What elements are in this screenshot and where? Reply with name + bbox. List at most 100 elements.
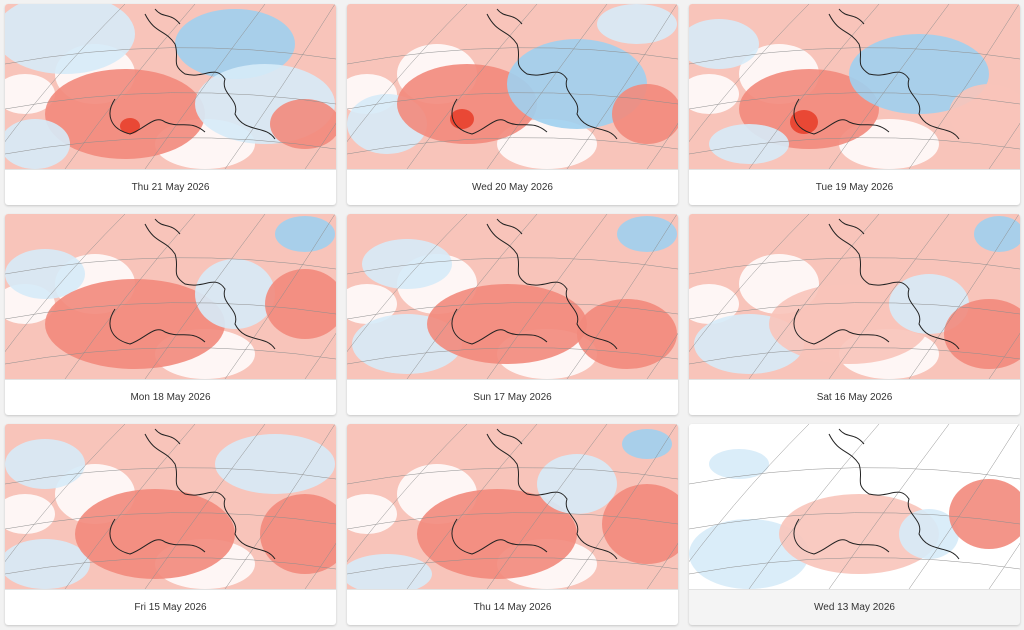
anomaly-region <box>450 109 474 129</box>
anomaly-region <box>215 434 335 494</box>
anomaly-map <box>5 424 336 589</box>
coastline <box>451 218 618 350</box>
forecast-card[interactable]: Wed 20 May 2026 <box>347 4 678 205</box>
graticule-line <box>828 214 950 379</box>
anomaly-region <box>689 19 759 69</box>
anomaly-region <box>899 509 959 559</box>
anomaly-region <box>602 484 678 564</box>
forecast-card[interactable]: Thu 14 May 2026 <box>347 424 678 625</box>
forecast-date: Tue 19 May 2026 <box>689 169 1020 205</box>
graticule-line <box>406 214 538 379</box>
graticule-line <box>64 4 196 169</box>
anomaly-map <box>689 214 1020 379</box>
graticule-line <box>224 424 336 589</box>
graticule-line <box>689 214 810 352</box>
graticule-line <box>689 467 1020 485</box>
graticule-line <box>144 424 266 589</box>
anomaly-region <box>974 216 1020 252</box>
forecast-card[interactable]: Mon 18 May 2026 <box>5 214 336 415</box>
neutral-region <box>689 284 739 324</box>
coastline <box>793 428 960 560</box>
anomaly-map <box>689 424 1020 589</box>
anomaly-region <box>45 279 225 369</box>
anomaly-region <box>949 479 1020 549</box>
graticule-line <box>828 424 950 589</box>
graticule-line <box>486 424 608 589</box>
anomaly-region <box>537 454 617 514</box>
forecast-grid: Thu 21 May 2026 Wed 20 May 2026 Tue 19 M… <box>5 4 1020 625</box>
graticule-line <box>5 467 336 485</box>
graticule-line <box>646 122 678 169</box>
neutral-region <box>5 74 55 114</box>
graticule-line <box>406 4 538 169</box>
graticule-line <box>566 4 678 169</box>
forecast-card[interactable]: Sun 17 May 2026 <box>347 214 678 415</box>
neutral-region <box>347 284 397 324</box>
forecast-card[interactable]: Wed 13 May 2026 <box>689 424 1020 625</box>
anomaly-region <box>427 284 587 364</box>
anomaly-region <box>5 439 85 489</box>
coastline <box>793 218 960 350</box>
graticule-line <box>689 424 810 562</box>
graticule-line <box>5 4 126 142</box>
graticule-line <box>304 332 336 379</box>
graticule-line <box>908 214 1020 379</box>
graticule-line <box>908 4 1020 169</box>
anomaly-region <box>362 239 452 289</box>
neutral-region <box>5 494 55 534</box>
graticule-line <box>646 332 678 379</box>
graticule-line <box>689 347 1020 365</box>
anomaly-region <box>944 299 1020 369</box>
coastline <box>451 8 618 140</box>
forecast-card[interactable]: Tue 19 May 2026 <box>689 4 1020 205</box>
anomaly-region <box>612 84 678 144</box>
forecast-date: Sun 17 May 2026 <box>347 379 678 415</box>
graticule-line <box>64 424 196 589</box>
graticule-line <box>988 332 1020 379</box>
graticule-line <box>748 4 880 169</box>
graticule-line <box>5 512 336 530</box>
forecast-card[interactable]: Sat 16 May 2026 <box>689 214 1020 415</box>
graticule-line <box>689 137 1020 155</box>
graticule-line <box>406 424 538 589</box>
forecast-date: Wed 13 May 2026 <box>689 589 1020 625</box>
forecast-date: Mon 18 May 2026 <box>5 379 336 415</box>
graticule-line <box>304 122 336 169</box>
graticule-line <box>5 302 336 320</box>
neutral-region <box>689 74 739 114</box>
forecast-card[interactable]: Thu 21 May 2026 <box>5 4 336 205</box>
graticule-line <box>566 214 678 379</box>
graticule-line <box>5 92 336 110</box>
graticule-line <box>689 302 1020 320</box>
graticule-line <box>748 424 880 589</box>
anomaly-region <box>397 64 537 144</box>
anomaly-region <box>949 84 1020 144</box>
anomaly-region <box>260 494 336 574</box>
anomaly-region <box>275 216 335 252</box>
anomaly-region <box>417 489 577 579</box>
forecast-date: Sat 16 May 2026 <box>689 379 1020 415</box>
graticule-line <box>5 47 336 65</box>
graticule-line <box>689 557 1020 575</box>
anomaly-region <box>270 99 336 149</box>
anomaly-map <box>347 4 678 169</box>
graticule-line <box>304 542 336 589</box>
graticule-line <box>988 122 1020 169</box>
graticule-line <box>486 4 608 169</box>
anomaly-region <box>709 124 789 164</box>
graticule-line <box>347 214 468 352</box>
anomaly-region <box>5 539 90 589</box>
graticule-line <box>689 4 810 142</box>
graticule-line <box>347 92 678 110</box>
graticule-line <box>5 214 126 352</box>
anomaly-region <box>577 299 677 369</box>
forecast-date: Thu 21 May 2026 <box>5 169 336 205</box>
graticule-line <box>689 512 1020 530</box>
graticule-line <box>5 137 336 155</box>
anomaly-region <box>5 119 70 169</box>
graticule-line <box>566 424 678 589</box>
forecast-card[interactable]: Fri 15 May 2026 <box>5 424 336 625</box>
anomaly-region <box>507 39 647 129</box>
neutral-region <box>347 494 397 534</box>
graticule-line <box>5 257 336 275</box>
